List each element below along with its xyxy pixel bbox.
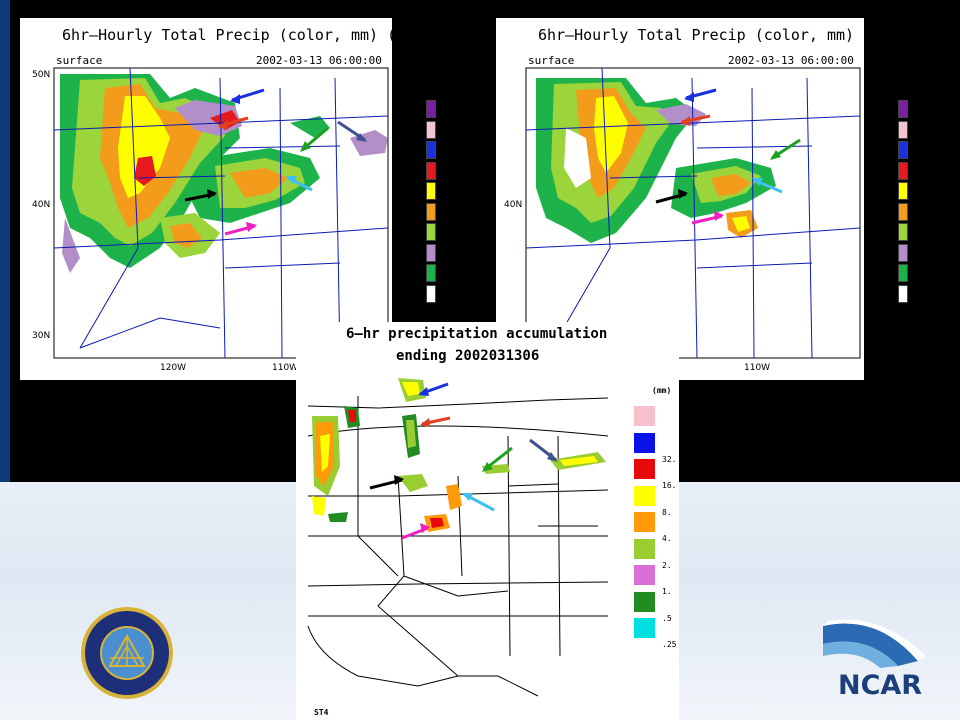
lat-label-40n: 40N (504, 200, 523, 210)
panel-title: 6hr–Hourly Total Precip (color, mm) (L) (538, 26, 864, 44)
annotation-arrows (184, 88, 367, 236)
legend-label: .25 (440, 265, 466, 281)
legend-swatch (898, 202, 908, 221)
observed-legend-swatch (634, 618, 655, 638)
precip-field (536, 78, 776, 243)
observed-legend-swatch (634, 538, 655, 559)
legend-label: 64 (440, 101, 457, 117)
legend-f: (mm) 64 32 16 8 4 2 1 .5 .25 .12 (426, 76, 486, 326)
legend-swatch (426, 161, 436, 180)
legend-label: .125 (912, 285, 946, 302)
forecast-map-panel-l: 6hr–Hourly Total Precip (color, mm) (L) … (496, 18, 864, 380)
legend-swatch (898, 243, 908, 262)
legend-label: .12 (440, 285, 466, 302)
panel-title: 6hr–Hourly Total Precip (color, mm) (F) (62, 26, 392, 44)
legend-swatch (426, 284, 436, 303)
legend-label: 32 (440, 121, 457, 138)
legend-label: 1 (440, 224, 449, 240)
observed-legend-label: 32. (662, 454, 677, 464)
observed-legend-label: 16. (662, 481, 677, 490)
annotation-arrows (655, 88, 801, 225)
legend-label: 2 (912, 203, 921, 220)
level-label: surface (528, 54, 575, 67)
observed-legend-label: 2. (662, 560, 672, 570)
legend-swatch (898, 141, 908, 159)
observed-subtitle: ending 2002031306 (396, 348, 540, 364)
legend-swatch (898, 284, 908, 303)
observed-legend-label: 4. (662, 534, 672, 543)
legend-swatch (898, 264, 908, 282)
map-boundaries (525, 67, 861, 359)
legend-swatch (426, 141, 436, 159)
legend-label: 16 (440, 142, 457, 158)
lon-label-110w: 110W (744, 363, 771, 373)
lat-label-30n: 30N (32, 331, 51, 341)
left-accent-stripe (0, 0, 10, 720)
legend-label: 2 (440, 203, 449, 220)
observed-legend: 32. 16. 8. 4. 2. 1. .5 .25 (634, 406, 679, 649)
legend-swatch (426, 182, 436, 200)
valid-time: 2002-03-13 06:00:00 (728, 54, 854, 67)
observed-precip-field (312, 378, 606, 532)
legend-swatch (426, 223, 436, 241)
legend-swatch (898, 182, 908, 200)
observed-precip-panel: 6–hr precipitation accumulation ending 2… (296, 322, 679, 720)
ncar-logo (818, 616, 938, 706)
observed-legend-swatch (634, 591, 655, 612)
observed-legend-swatch (634, 512, 655, 532)
observed-title: 6–hr precipitation accumulation (346, 326, 608, 342)
legend-l: (mm) 64 32 16 8 4 2 1 .5 .25 .125 (898, 76, 958, 326)
annotation-arrows (369, 382, 558, 540)
valid-time: 2002-03-13 06:00:00 (256, 54, 382, 67)
legend-swatch (426, 120, 436, 139)
precip-field (60, 74, 388, 273)
legend-label: 64 (912, 101, 929, 117)
ncar-wordmark: NCAR (838, 670, 923, 701)
legend-label: .5 (440, 244, 457, 261)
legend-label: 4 (912, 183, 921, 199)
observed-legend-label: 1. (662, 587, 672, 596)
forecast-precip-map-f (53, 67, 389, 359)
observed-precip-map (307, 378, 609, 697)
army-test-evaluation-command-logo (81, 607, 173, 699)
forecast-map-panel-f: 6hr–Hourly Total Precip (color, mm) (F) … (20, 18, 392, 380)
legend-label: 8 (440, 162, 449, 179)
legend-swatch (426, 264, 436, 282)
legend-swatch (426, 202, 436, 221)
observed-legend-unit: (mm) (652, 386, 672, 395)
map-boundaries (307, 396, 609, 697)
observed-legend-label: .25 (662, 640, 677, 649)
observed-legend-swatch (634, 406, 655, 426)
legend-swatch (898, 100, 908, 118)
legend-unit: (mm) (426, 76, 463, 94)
legend-swatch (426, 243, 436, 262)
observed-legend-swatch (634, 459, 655, 479)
level-label: surface (56, 54, 103, 67)
legend-swatch (898, 161, 908, 180)
lon-label-110w: 110W (272, 363, 299, 373)
observed-legend-swatch (634, 432, 655, 453)
observed-legend-label: 8. (662, 507, 672, 517)
lat-label-40n: 40N (32, 200, 51, 210)
lat-label-50n: 50N (32, 70, 51, 80)
observed-legend-swatch (634, 565, 655, 585)
observed-legend-swatch (634, 485, 655, 506)
legend-label: .25 (912, 265, 938, 281)
observed-source: ST4 (314, 708, 329, 717)
legend-unit: (mm) (898, 76, 935, 94)
ncar-swoosh-icon (823, 619, 926, 668)
lon-label-120w: 120W (160, 363, 187, 373)
legend-label: 16 (912, 142, 929, 158)
legend-label: 32 (912, 121, 929, 138)
observed-legend-label: .5 (662, 613, 672, 623)
legend-swatch (426, 100, 436, 118)
legend-label: 1 (912, 224, 921, 240)
legend-label: 8 (912, 162, 921, 179)
legend-label: .5 (912, 244, 929, 261)
legend-swatch (898, 120, 908, 139)
legend-swatch (898, 223, 908, 241)
legend-label: 4 (440, 183, 449, 199)
forecast-precip-map-l (525, 67, 861, 359)
